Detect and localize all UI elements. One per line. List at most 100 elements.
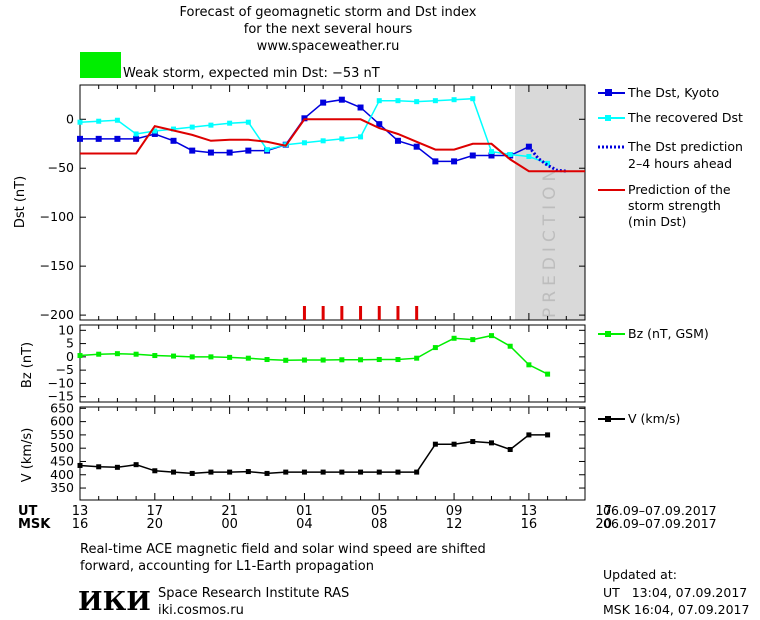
v-point [395, 469, 401, 475]
dst-ytick-label: 0 [66, 111, 74, 126]
bz-point [376, 357, 382, 363]
svg-text:(min Dst): (min Dst) [628, 214, 686, 229]
legend-dst-recovered: The recovered Dst [598, 110, 743, 125]
bz-point [189, 354, 195, 360]
v-ytick-label: 500 [50, 440, 74, 455]
msk-tick-label: 08 [371, 517, 388, 532]
bz-point [227, 354, 233, 360]
v-point [264, 470, 270, 476]
dst-point [207, 149, 214, 156]
ut-tick-label: 21 [221, 504, 238, 519]
dst-ytick-label: −150 [40, 258, 74, 273]
dst-point [208, 122, 214, 128]
dst-point [96, 118, 102, 124]
bz-point [339, 357, 345, 363]
dst-point [320, 138, 326, 144]
dst-ytick-label: −200 [40, 307, 74, 322]
bz-ytick-label: 5 [66, 336, 74, 351]
dst-point [301, 140, 307, 146]
v-line-v-km-s [79, 434, 548, 475]
ut-tick-label: 05 [371, 504, 388, 519]
dst-point [451, 97, 457, 103]
prediction-band [515, 85, 585, 320]
dst-axis-label: Dst (nT) [13, 176, 28, 228]
v-ytick-label: 450 [50, 453, 74, 468]
institute-site-link[interactable]: iki.cosmos.ru [158, 603, 244, 618]
v-point [339, 469, 345, 475]
svg-text:The Dst, Kyoto: The Dst, Kyoto [627, 85, 719, 100]
updated-msk: MSK 16:04, 07.09.2017 [603, 602, 749, 617]
msk-tick-label: 16 [521, 517, 538, 532]
bz-point [114, 351, 120, 357]
ut-tick-label: 17 [595, 504, 612, 519]
bz-point [451, 335, 457, 341]
svg-text:Prediction of the: Prediction of the [628, 182, 731, 197]
dst-line-the-dst-kyoto [80, 98, 530, 163]
bz-point [283, 357, 289, 363]
v-point [208, 469, 214, 475]
svg-text:V (km/s): V (km/s) [628, 411, 680, 426]
v-point [171, 469, 177, 475]
bz-point [152, 353, 158, 359]
dst-point [525, 143, 532, 150]
bz-point [171, 353, 177, 359]
bz-point [432, 345, 438, 351]
dst-point [77, 135, 83, 142]
legend-storm-strength: Prediction of the storm strength (min Ds… [598, 182, 731, 229]
v-ytick-label: 600 [50, 414, 74, 429]
dst-plot: 0 −50 −100 −150 −200 [40, 85, 586, 322]
dst-point [133, 135, 140, 142]
msk-tick-label: 16 [72, 517, 89, 532]
v-point [376, 469, 382, 475]
bz-point [77, 353, 83, 359]
bz-point [301, 357, 307, 363]
dst-point [545, 160, 551, 166]
msk-tick-label: 12 [446, 517, 463, 532]
ut-tick-label: 13 [521, 504, 538, 519]
msk-tick-label: 20 [595, 517, 612, 532]
bz-point [470, 337, 476, 343]
v-ytick-label: 400 [50, 467, 74, 482]
msk-tick-label: 00 [221, 517, 238, 532]
v-point [320, 469, 326, 475]
bz-point [320, 357, 326, 363]
ut-tick-label: 09 [446, 504, 463, 519]
dst-point [114, 135, 121, 142]
dst-point [133, 131, 139, 137]
dst-point [95, 135, 102, 142]
dst-point [526, 153, 532, 159]
ut-tick-label: 17 [147, 504, 164, 519]
dst-line-prediction-of-the-storm-strength-min-dst [80, 118, 585, 173]
dst-point [507, 152, 513, 158]
dst-point [170, 137, 177, 144]
bz-point [208, 354, 214, 360]
v-point [283, 469, 289, 475]
v-point [432, 441, 438, 447]
v-point [189, 470, 195, 476]
msk-tick-label: 04 [296, 517, 313, 532]
ut-tick-label: 01 [296, 504, 313, 519]
v-point [152, 468, 158, 474]
bz-axis-label: Bz (nT) [20, 342, 35, 388]
dst-point [432, 158, 439, 165]
ut-axis-label: UT [18, 504, 38, 519]
dst-point [77, 119, 83, 125]
bz-ytick-label: 0 [66, 349, 74, 364]
bz-ytick-label: −5 [56, 362, 74, 377]
msk-axis-label: MSK [18, 517, 51, 532]
dst-point [376, 98, 382, 104]
dst-point [488, 152, 495, 159]
v-panel-frame [79, 406, 586, 501]
legend-dst-kyoto: The Dst, Kyoto [598, 85, 719, 100]
v-point [507, 447, 513, 453]
bz-point [526, 362, 532, 368]
legend-dst-prediction: The Dst prediction 2–4 hours ahead [598, 139, 743, 171]
dst-point [413, 143, 420, 150]
ut-tick-label: 13 [72, 504, 89, 519]
msk-date-range: 06.09–07.09.2017 [603, 516, 717, 531]
dst-point [189, 147, 196, 154]
v-point [245, 469, 251, 475]
